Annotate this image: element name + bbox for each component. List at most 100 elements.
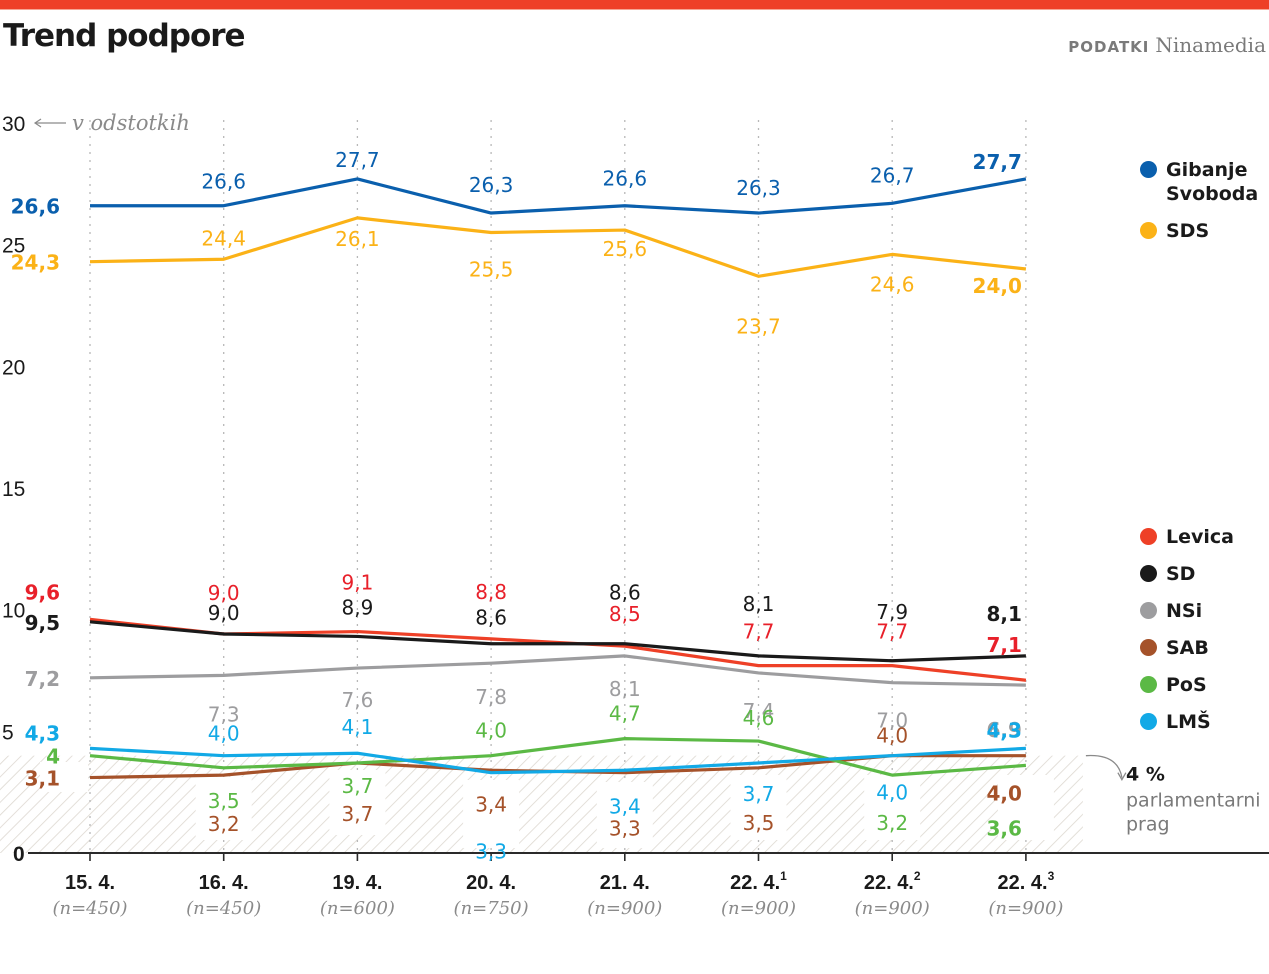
- data-label-levica: 8,8: [475, 580, 507, 604]
- data-label-sd: 9,0: [208, 601, 240, 625]
- legend-dot-icon: [1140, 713, 1157, 730]
- data-label-levica: 9,1: [341, 571, 373, 595]
- legend-dot-icon: [1140, 639, 1157, 656]
- legend-dot-icon: [1140, 528, 1157, 545]
- data-label-sab: 3,1: [25, 767, 60, 791]
- data-label-levica: 8,5: [609, 602, 641, 626]
- y-tick-label: 20: [2, 356, 25, 379]
- data-label-sd: 8,6: [609, 581, 641, 605]
- series-lines: [89, 177, 1027, 780]
- label-background: [195, 777, 252, 840]
- x-tick-sample-size: (n=900): [721, 898, 796, 919]
- y-tick-label: 5: [2, 721, 14, 744]
- x-tick-sample-size: (n=750): [454, 898, 529, 919]
- x-tick-footnote: 3: [1048, 869, 1055, 883]
- data-label-gibanje-svoboda: 26,7: [870, 163, 915, 187]
- series-line-pos: [89, 737, 1027, 777]
- data-label-sab: 3,7: [341, 802, 373, 826]
- data-label-sds: 26,1: [335, 227, 380, 251]
- data-label-nsi: 8,1: [609, 677, 641, 701]
- data-label-lm-: 3,4: [609, 794, 641, 818]
- ylabel-arrowhead-icon: [33, 118, 42, 128]
- data-label-gibanje-svoboda: 26,6: [11, 195, 60, 219]
- data-label-sd: 8,6: [475, 606, 507, 630]
- series-line-gibanje-svoboda: [90, 177, 1027, 215]
- threshold-desc-line2: prag: [1126, 814, 1170, 836]
- data-label-nsi: 6,9: [986, 718, 1021, 742]
- data-label-sds: 23,7: [736, 314, 781, 338]
- legend-item-nsi: NSi: [1140, 599, 1202, 623]
- data-label-nsi: 7,4: [743, 699, 775, 723]
- legend-item-sds: SDS: [1140, 219, 1209, 243]
- threshold-value-label: 4 %: [1126, 764, 1165, 786]
- chart-title: Trend podpore: [3, 18, 246, 54]
- y-tick-label: 25: [2, 235, 25, 258]
- label-background: [730, 775, 787, 840]
- data-label-sd: 8,9: [341, 595, 373, 619]
- threshold-desc-line1: parlamentarni: [1126, 790, 1261, 812]
- label-backgrounds: [40, 762, 1054, 848]
- legend-label: PoS: [1166, 674, 1207, 696]
- data-label-sab: 3,3: [609, 817, 641, 841]
- data-label-levica: 7,7: [743, 620, 775, 644]
- top-accent-bar: [0, 0, 1269, 9]
- legend-label: NSi: [1166, 600, 1203, 622]
- legend-label: LMŠ: [1166, 711, 1211, 733]
- legend-label: SD: [1166, 563, 1196, 585]
- threshold-arrowhead-icon: [1117, 772, 1127, 781]
- legend-dot-icon: [1140, 222, 1157, 239]
- data-label-pos: 4: [46, 745, 60, 769]
- source-credit: PODATKI Ninamedia: [1068, 33, 1266, 57]
- x-tick-sample-size: (n=600): [320, 898, 395, 919]
- legend-dot-icon: [1140, 602, 1157, 619]
- data-label-sd: 7,9: [876, 600, 908, 624]
- data-label-nsi: 7,6: [341, 688, 373, 712]
- data-label-lm-: 3,7: [743, 782, 775, 806]
- data-label-sab: 4,0: [876, 724, 908, 748]
- legend-item-lms: LMŠ: [1140, 710, 1211, 734]
- legend-item-sd: SD: [1140, 562, 1195, 586]
- data-label-pos: 4,7: [609, 702, 641, 726]
- data-label-lm-: 4,0: [876, 781, 908, 805]
- legend-dot-icon: [1140, 565, 1157, 582]
- data-label-sds: 24,0: [973, 274, 1022, 298]
- data-label-pos: 4,6: [743, 706, 775, 730]
- data-label-sd: 8,1: [986, 602, 1021, 626]
- data-label-levica: 7,1: [986, 633, 1021, 657]
- data-label-lm-: 4,3: [986, 718, 1021, 742]
- data-label-gibanje-svoboda: 26,6: [603, 167, 648, 191]
- y-axis-label: v odstotkih: [72, 111, 190, 135]
- legend-label: SDS: [1166, 220, 1210, 242]
- source-label: PODATKI: [1068, 38, 1150, 56]
- x-tick-label: 20. 4.: [466, 872, 516, 894]
- series-line-sds: [89, 216, 1027, 278]
- legend-item-levica: Levica: [1140, 525, 1234, 549]
- data-label-sds: 25,5: [469, 258, 514, 282]
- data-labels: 26,6 26,6 27,7 26,3 26,6 26,3 26,7 27,7 24,3 24,4…: [11, 148, 1022, 864]
- series-line-nsi: [89, 654, 1026, 687]
- data-label-levica: 7,7: [876, 620, 908, 644]
- data-label-pos: 3,6: [986, 816, 1021, 840]
- data-label-sd: 8,1: [743, 592, 775, 616]
- data-label-pos: 3,5: [208, 789, 240, 813]
- data-label-sds: 24,4: [201, 226, 246, 250]
- x-tick-label: 16. 4.: [199, 872, 249, 894]
- legend-label: SAB: [1166, 637, 1209, 659]
- x-tick-label: 22. 4.3: [998, 869, 1055, 894]
- series-line-sd: [89, 620, 1026, 663]
- data-label-nsi: 7,8: [475, 685, 507, 709]
- label-background: [997, 775, 1054, 840]
- data-label-levica: 9,0: [208, 581, 240, 605]
- data-label-lm-: 4,0: [208, 722, 240, 746]
- x-tick-label: 22. 4.1: [730, 869, 787, 894]
- data-label-sab: 3,2: [208, 812, 240, 836]
- data-label-sd: 9,5: [25, 611, 60, 635]
- label-background: [463, 780, 520, 848]
- x-tick-label: 21. 4.: [600, 872, 650, 894]
- data-label-gibanje-svoboda: 26,6: [201, 170, 246, 194]
- y-tick-label: 10: [2, 600, 25, 623]
- source-name: Ninamedia: [1155, 33, 1266, 57]
- x-tick-footnote: 1: [780, 869, 787, 883]
- data-label-nsi: 7,3: [208, 702, 240, 726]
